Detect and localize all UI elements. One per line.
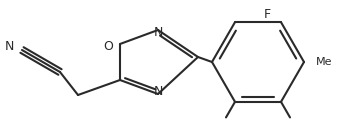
Text: O: O — [103, 40, 113, 53]
Text: Me: Me — [316, 57, 333, 67]
Text: N: N — [5, 40, 14, 52]
Text: F: F — [263, 8, 270, 21]
Text: N: N — [153, 85, 163, 98]
Text: N: N — [153, 26, 163, 39]
